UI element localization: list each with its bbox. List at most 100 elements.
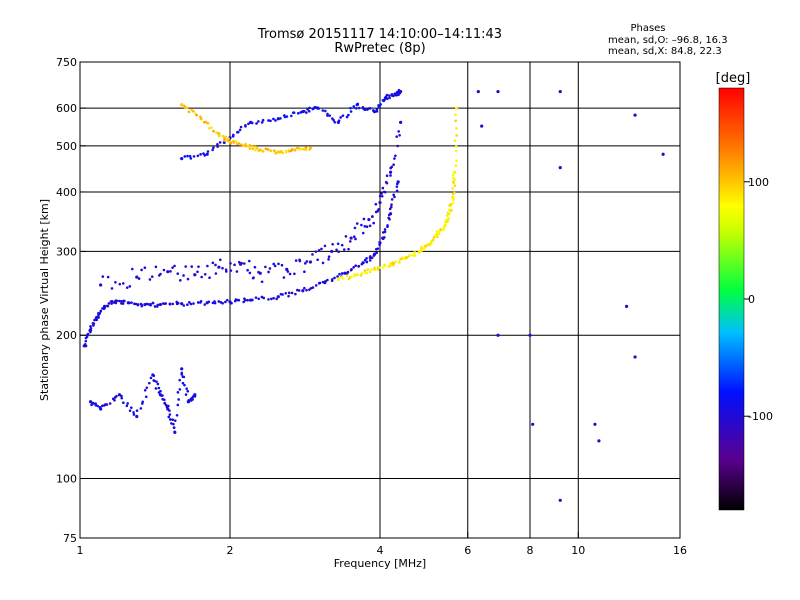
- echo-point: [593, 422, 597, 426]
- echo-point: [178, 388, 182, 391]
- echo-point: [168, 409, 171, 412]
- echo-point: [356, 273, 359, 277]
- echo-point: [264, 265, 267, 269]
- echo-point: [247, 259, 251, 263]
- echo-point: [196, 270, 199, 274]
- echo-point: [144, 395, 148, 399]
- echo-point: [267, 270, 270, 274]
- echo-point: [210, 126, 213, 129]
- echo-point: [374, 202, 378, 206]
- echo-point: [453, 184, 457, 188]
- echo-point: [227, 137, 230, 141]
- echo-point: [304, 146, 308, 149]
- echo-point: [275, 297, 278, 301]
- echo-point: [324, 279, 327, 283]
- echo-point: [311, 253, 314, 256]
- y-tick-label: 750: [56, 56, 77, 69]
- echo-point: [337, 277, 341, 280]
- echo-point: [269, 119, 272, 123]
- echo-point: [454, 164, 458, 168]
- colorbar-ticks: 100 0 -100: [744, 176, 773, 423]
- colorbar-tick-label: 0: [748, 293, 755, 306]
- echo-point: [108, 402, 112, 405]
- echo-point: [392, 193, 396, 197]
- echo-point: [354, 264, 358, 267]
- echo-point: [308, 106, 311, 110]
- echo-point: [230, 301, 233, 305]
- echo-point: [253, 265, 257, 269]
- echo-point: [398, 261, 401, 264]
- echo-point: [380, 192, 383, 195]
- echo-point: [178, 378, 182, 382]
- echo-point: [150, 275, 154, 278]
- echo-point: [327, 255, 331, 259]
- echo-point: [118, 299, 121, 303]
- echo-point: [179, 279, 182, 282]
- echo-point: [336, 242, 340, 246]
- echo-point: [254, 296, 258, 299]
- echo-point: [390, 203, 393, 207]
- echo-point: [437, 231, 440, 235]
- echo-point: [197, 265, 200, 268]
- echo-point: [287, 291, 291, 295]
- echo-point: [203, 272, 207, 276]
- echo-point: [221, 134, 225, 138]
- echo-point: [93, 318, 96, 322]
- echo-point: [276, 117, 280, 121]
- echo-point: [110, 302, 113, 305]
- echo-point: [135, 414, 139, 419]
- echo-point: [272, 296, 275, 300]
- echo-point: [361, 261, 365, 265]
- echo-point: [218, 141, 222, 144]
- echo-point: [392, 163, 395, 167]
- echo-point: [395, 90, 399, 94]
- echo-point: [217, 265, 221, 269]
- echo-point: [417, 249, 422, 254]
- echo-point: [385, 174, 389, 177]
- echo-point: [349, 106, 352, 110]
- x-tick-label: 16: [673, 544, 687, 557]
- echo-point: [413, 254, 417, 257]
- echo-point: [347, 113, 350, 117]
- echo-point: [248, 147, 252, 150]
- echo-point: [252, 276, 255, 280]
- echo-point: [164, 302, 167, 305]
- echo-point: [528, 333, 532, 337]
- echo-point: [186, 389, 190, 393]
- echo-point: [136, 303, 140, 306]
- echo-point: [451, 198, 455, 201]
- echo-point: [199, 299, 203, 303]
- echo-point: [236, 130, 240, 134]
- echo-point: [304, 148, 308, 152]
- echo-point: [215, 131, 218, 134]
- echo-point: [267, 119, 270, 122]
- echo-point: [101, 275, 105, 278]
- echo-point: [157, 386, 161, 390]
- echo-point: [98, 312, 102, 315]
- echo-point: [121, 282, 125, 285]
- echo-point: [233, 263, 236, 267]
- echo-point: [156, 382, 160, 386]
- echo-point: [308, 288, 311, 291]
- colorbar: [718, 87, 745, 511]
- echo-point: [229, 269, 233, 272]
- echo-point: [248, 144, 252, 147]
- echo-point: [172, 422, 175, 426]
- echo-point: [352, 265, 355, 269]
- echo-point: [185, 387, 188, 390]
- echo-point: [203, 303, 207, 306]
- echo-point: [368, 259, 372, 262]
- grid-lines: [80, 62, 680, 538]
- echo-point: [257, 120, 260, 123]
- echo-point: [330, 279, 334, 283]
- echo-point: [276, 295, 280, 299]
- echo-point: [128, 409, 132, 412]
- echo-point: [383, 230, 387, 234]
- echo-point: [139, 407, 143, 410]
- echo-point: [135, 409, 139, 412]
- echo-point: [453, 139, 457, 143]
- echo-point: [376, 247, 380, 250]
- echo-point: [281, 293, 284, 296]
- echo-point: [442, 227, 446, 230]
- echo-point: [353, 226, 357, 230]
